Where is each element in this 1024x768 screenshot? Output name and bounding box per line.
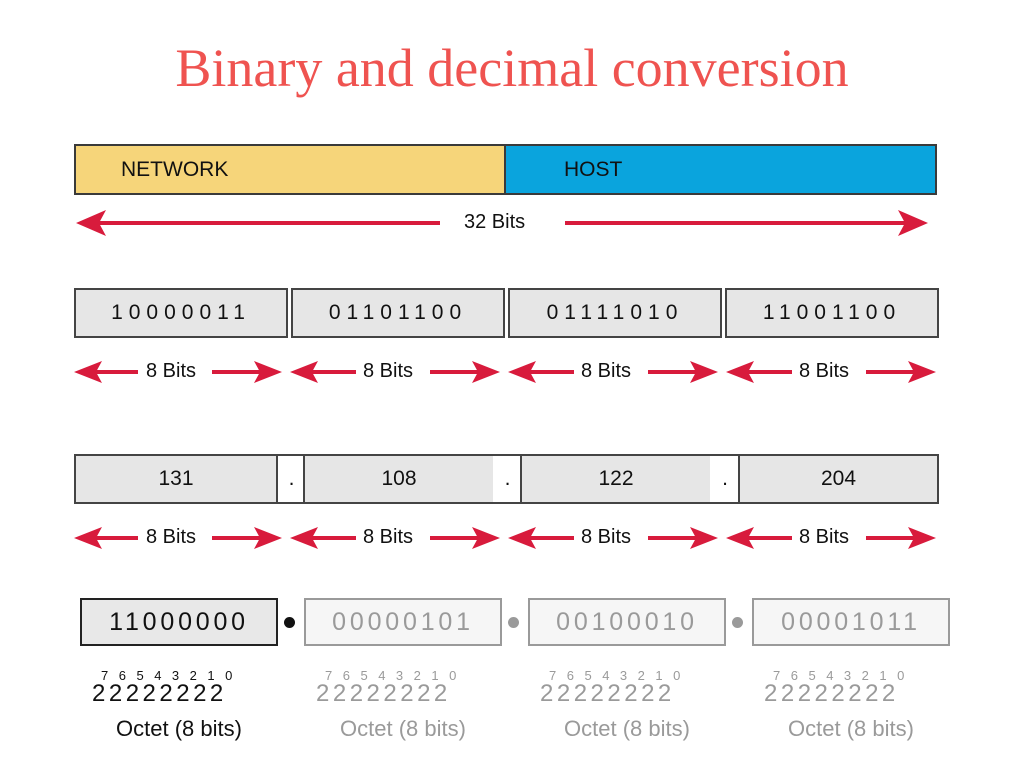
octet-label-1: Octet (8 bits) — [116, 716, 242, 741]
8-bits-label: 8 Bits — [361, 526, 416, 549]
decimal-octet-2: 108 — [303, 454, 495, 504]
powers-of-two-1: 76543210 22222222 — [92, 668, 282, 708]
exponents: 76543210 — [101, 668, 243, 683]
8-bits-label: 8 Bits — [579, 360, 634, 383]
host-portion-bar: HOST — [504, 144, 937, 195]
octet-label-3: Octet (8 bits) — [564, 716, 690, 741]
8-bits-label: 8 Bits — [579, 526, 634, 549]
dot-separator: . — [493, 454, 522, 504]
exponents: 76543210 — [325, 668, 467, 683]
8-bits-label: 8 Bits — [797, 360, 852, 383]
dot-separator: . — [276, 454, 305, 504]
dot-separator: . — [710, 454, 740, 504]
bases: 22222222 — [92, 680, 227, 707]
32-bits-arrow — [76, 210, 928, 236]
binary-octet-3: 01111010 — [508, 288, 722, 338]
slide-title: Binary and decimal conversion — [175, 38, 849, 98]
octet-label-2: Octet (8 bits) — [340, 716, 466, 741]
bottom-octet-2: 00000101 — [304, 598, 502, 646]
bases: 22222222 — [764, 680, 899, 707]
powers-of-two-4: 76543210 22222222 — [764, 668, 954, 708]
8-bits-label: 8 Bits — [797, 526, 852, 549]
decimal-octet-4: 204 — [738, 454, 939, 504]
binary-octet-1: 10000011 — [74, 288, 288, 338]
network-portion-bar: NETWORK — [74, 144, 506, 195]
8-bits-arrows-row-1 — [74, 361, 936, 383]
octet-label-4: Octet (8 bits) — [788, 716, 914, 741]
octet-separator-dot — [284, 617, 295, 628]
8-bits-arrows-row-2 — [74, 527, 936, 549]
exponents: 76543210 — [773, 668, 915, 683]
exponents: 76543210 — [549, 668, 691, 683]
bottom-octet-1: 11000000 — [80, 598, 278, 646]
powers-of-two-3: 76543210 22222222 — [540, 668, 730, 708]
powers-of-two-2: 76543210 22222222 — [316, 668, 506, 708]
network-label: NETWORK — [121, 158, 229, 181]
octet-separator-dot — [732, 617, 743, 628]
bases: 22222222 — [316, 680, 451, 707]
8-bits-label: 8 Bits — [144, 360, 199, 383]
bottom-octet-4: 00001011 — [752, 598, 950, 646]
8-bits-label: 8 Bits — [361, 360, 416, 383]
host-label: HOST — [564, 158, 623, 181]
decimal-octet-1: 131 — [74, 454, 278, 504]
8-bits-label: 8 Bits — [144, 526, 199, 549]
bottom-octet-3: 00100010 — [528, 598, 726, 646]
32-bits-label: 32 Bits — [462, 211, 528, 234]
bases: 22222222 — [540, 680, 675, 707]
decimal-octet-3: 122 — [520, 454, 712, 504]
octet-separator-dot — [508, 617, 519, 628]
binary-octet-4: 11001100 — [725, 288, 939, 338]
binary-octet-2: 01101100 — [291, 288, 505, 338]
